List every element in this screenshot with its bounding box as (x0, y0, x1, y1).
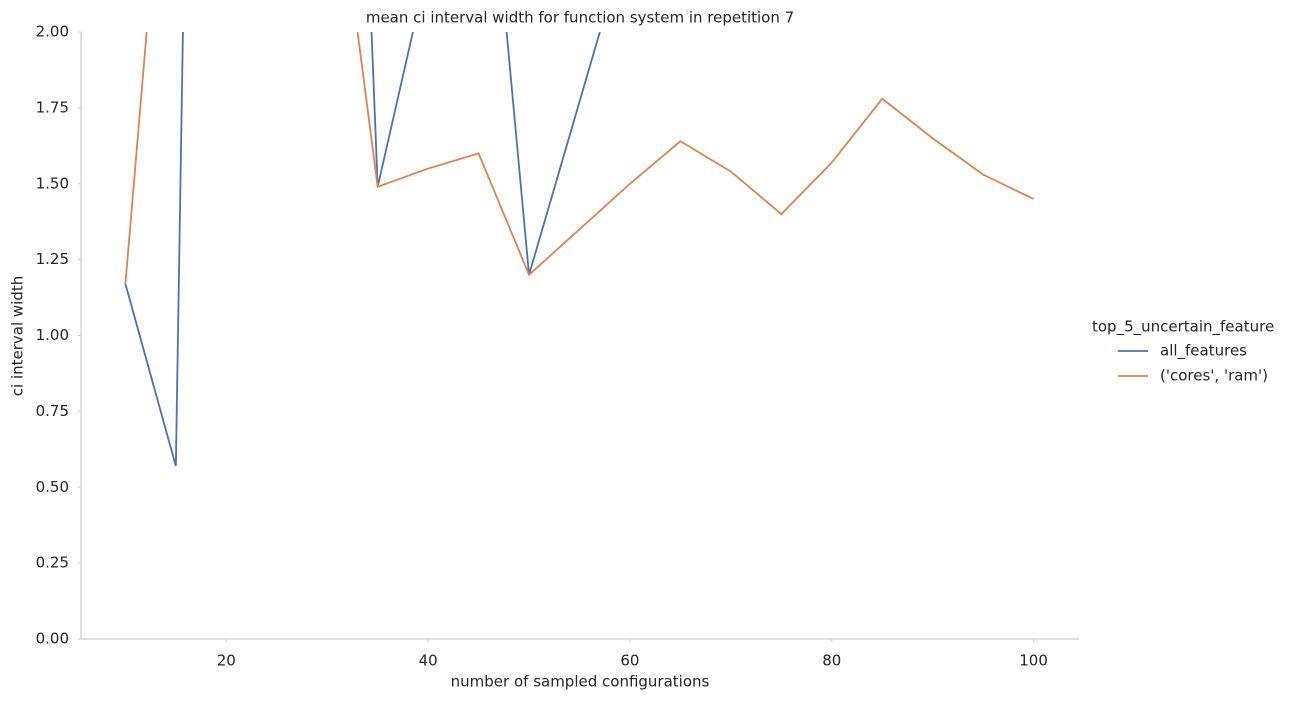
x-tick-label: 20 (217, 652, 236, 670)
y-tick-label: 1.00 (36, 326, 69, 344)
legend-label: ('cores', 'ram') (1160, 367, 1268, 385)
y-tick-label: 0.25 (36, 554, 69, 572)
x-tick-label: 40 (419, 652, 438, 670)
x-axis-label: number of sampled configurations (451, 673, 710, 691)
y-tick-label: 1.50 (36, 174, 69, 192)
plot-area (124, 32, 1034, 467)
y-tick-label: 0.50 (36, 478, 69, 496)
y-tick-label: 0.75 (36, 402, 69, 420)
legend-label: all_features (1160, 342, 1247, 361)
y-axis-label: ci interval width (9, 276, 27, 396)
y-tick-label: 1.25 (36, 250, 69, 268)
x-tick-label: 60 (620, 652, 639, 670)
y-tick-label: 2.00 (36, 23, 69, 41)
series-line (124, 32, 601, 467)
chart-title: mean ci interval width for function syst… (366, 9, 794, 27)
y-tick-label: 1.75 (36, 98, 69, 116)
x-tick-label: 100 (1019, 652, 1048, 670)
legend-title: top_5_uncertain_feature (1092, 318, 1274, 337)
y-tick-label: 0.00 (36, 630, 69, 648)
series-line (124, 32, 1034, 284)
x-tick-label: 80 (822, 652, 841, 670)
